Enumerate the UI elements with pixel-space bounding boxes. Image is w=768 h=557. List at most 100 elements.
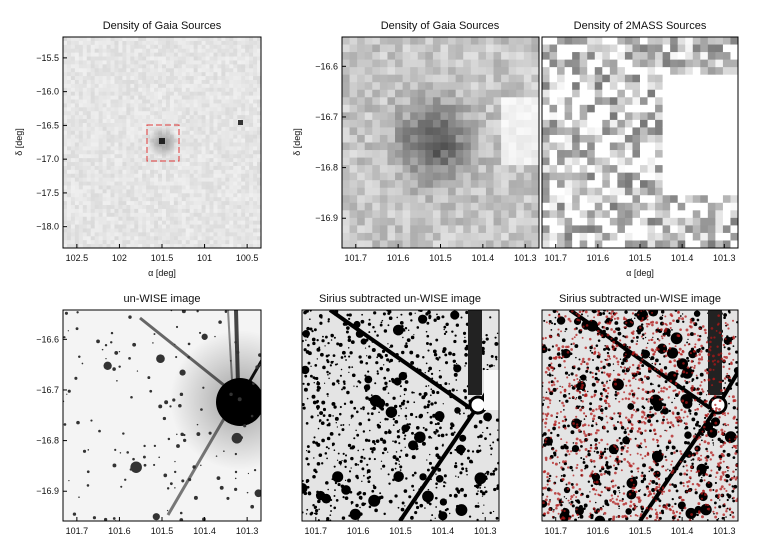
density-pixel [70,44,76,50]
density-pixel [579,195,588,204]
density-pixel [485,172,494,181]
density-pixel [70,177,76,182]
density-pixel [722,210,731,219]
density-pixel [594,225,603,234]
density-pixel [632,180,641,189]
density-pixel [213,177,218,182]
density-pixel [349,44,358,53]
density-pixel [114,228,119,233]
density-pixel [90,197,96,202]
density-pixel [233,244,238,248]
density-pixel [233,236,238,241]
density-pixel [655,142,664,151]
density-pixel [90,193,96,198]
density-pixel [493,37,502,45]
density-pixel [617,232,626,241]
density-pixel [78,99,84,104]
density-pixel [78,244,84,248]
density-pixel [241,99,246,104]
density-pixel [90,169,96,175]
y-tick-label: −15.5 [36,53,59,63]
density-pixel [249,87,254,93]
x-tick-label: 101.3 [236,526,259,536]
density-pixel [557,217,566,226]
density-pixel [193,48,199,54]
density-pixel [74,240,80,245]
density-pixel [387,217,396,226]
star [163,473,168,478]
density-pixel [181,40,187,46]
density-pixel [225,122,230,128]
density-pixel [493,202,502,211]
density-pixel [402,59,411,68]
star [373,458,376,461]
density-pixel [197,208,202,214]
density-pixel [221,99,226,104]
density-pixel [587,74,596,83]
density-pixel [169,158,175,163]
density-pixel [98,146,103,151]
density-pixel [181,181,187,186]
density-pixel [130,37,135,42]
density-pixel [201,244,206,248]
density-pixel [63,76,68,81]
density-pixel [130,177,135,182]
density-pixel [142,111,147,116]
density-pixel [379,195,388,204]
density-pixel [126,169,131,175]
density-pixel [154,60,159,65]
density-pixel [587,217,596,226]
density-pixel [118,240,123,245]
density-pixel [237,181,242,186]
density-pixel [700,134,709,143]
density-pixel [138,220,143,225]
density-pixel [677,44,686,53]
density-pixel [372,225,381,234]
density-pixel [126,173,131,179]
density-pixel [197,91,202,97]
density-pixel [229,119,234,124]
star [382,386,387,391]
density-pixel [692,44,701,53]
density-pixel [531,150,539,158]
density-pixel [501,180,510,189]
density-pixel [564,157,573,166]
density-pixel [189,87,195,93]
star [426,411,429,414]
density-pixel [82,72,88,77]
density-pixel [118,130,123,136]
density-pixel [410,104,419,113]
density-pixel [417,104,426,113]
density-pixel [379,134,388,143]
star [403,489,408,493]
density-pixel [193,224,199,229]
star [153,463,156,467]
density-pixel [173,68,179,73]
bright-source-spot [238,120,243,125]
density-pixel [440,232,449,241]
density-pixel [74,87,80,93]
density-pixel [217,220,222,225]
density-pixel [249,68,254,73]
density-pixel [169,208,175,214]
density-pixel [150,162,155,167]
density-pixel [70,48,76,54]
density-pixel [162,72,167,77]
density-pixel [106,103,111,108]
density-pixel [730,202,738,211]
density-pixel [722,240,731,248]
density-pixel [66,79,72,85]
density-pixel [440,59,449,68]
density-pixel [410,232,419,241]
density-pixel [70,189,76,194]
density-pixel [217,138,222,143]
density-pixel [154,220,159,225]
density-pixel [501,165,510,174]
density-pixel [114,99,119,104]
density-pixel [241,212,246,218]
density-pixel [110,177,115,182]
star [236,350,240,355]
density-pixel [122,193,127,198]
density-pixel [162,244,167,248]
density-pixel [715,240,724,248]
